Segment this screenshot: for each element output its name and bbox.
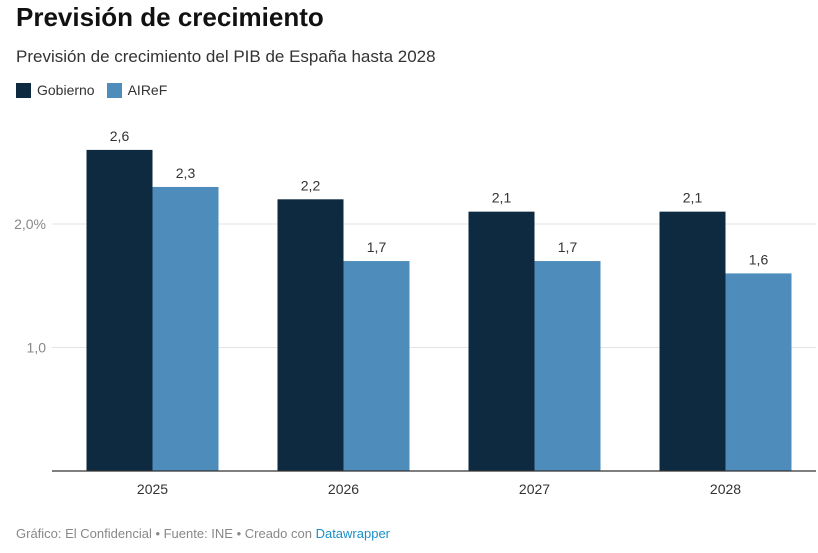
legend: Gobierno AIReF [16,82,167,98]
data-label-gobierno-2025: 2,6 [110,128,130,144]
legend-label-airef: AIReF [127,82,168,98]
bar-airef-2028 [725,273,792,471]
chart-footer: Gráfico: El Confidencial • Fuente: INE •… [16,526,390,541]
legend-swatch-gobierno [16,82,31,98]
data-label-gobierno-2027: 2,1 [492,190,512,206]
data-label-airef-2026: 1,7 [367,239,387,255]
legend-item-airef: AIReF [106,82,168,98]
data-label-airef-2027: 1,7 [558,239,578,255]
bar-airef-2025 [152,186,219,471]
y-tick-label-0: 1,0 [27,340,47,356]
chart-subtitle: Previsión de crecimiento del PIB de Espa… [16,47,436,66]
bar-gobierno-2026 [277,199,344,472]
legend-label-gobierno: Gobierno [37,82,95,98]
bar-airef-2026 [343,261,410,471]
x-tick-label-2027: 2027 [519,481,550,497]
data-label-airef-2025: 2,3 [176,165,196,181]
x-tick-label-2028: 2028 [710,481,741,497]
legend-swatch-airef [106,82,122,98]
bar-gobierno-2025 [86,149,153,471]
data-label-airef-2028: 1,6 [749,251,769,267]
legend-item-gobierno: Gobierno [16,82,95,98]
data-label-gobierno-2026: 2,2 [301,177,321,193]
data-label-gobierno-2028: 2,1 [683,190,703,206]
x-tick-label-2025: 2025 [137,481,168,497]
bar-chart: 1,0 2,0% 2,6 2,3 2025 2,2 1,7 2026 2,1 1,7 2027 2,1… [14,128,816,497]
bar-gobierno-2027 [468,211,535,471]
bar-gobierno-2028 [659,211,726,471]
x-tick-label-2026: 2026 [328,481,359,497]
y-tick-label-1: 2,0% [14,216,46,232]
bar-airef-2027 [534,261,601,471]
datawrapper-link[interactable]: Datawrapper [315,526,391,541]
footer-source: Gráfico: El Confidencial • Fuente: INE •… [16,526,316,541]
chart-title: Previsión de crecimiento [16,2,324,32]
